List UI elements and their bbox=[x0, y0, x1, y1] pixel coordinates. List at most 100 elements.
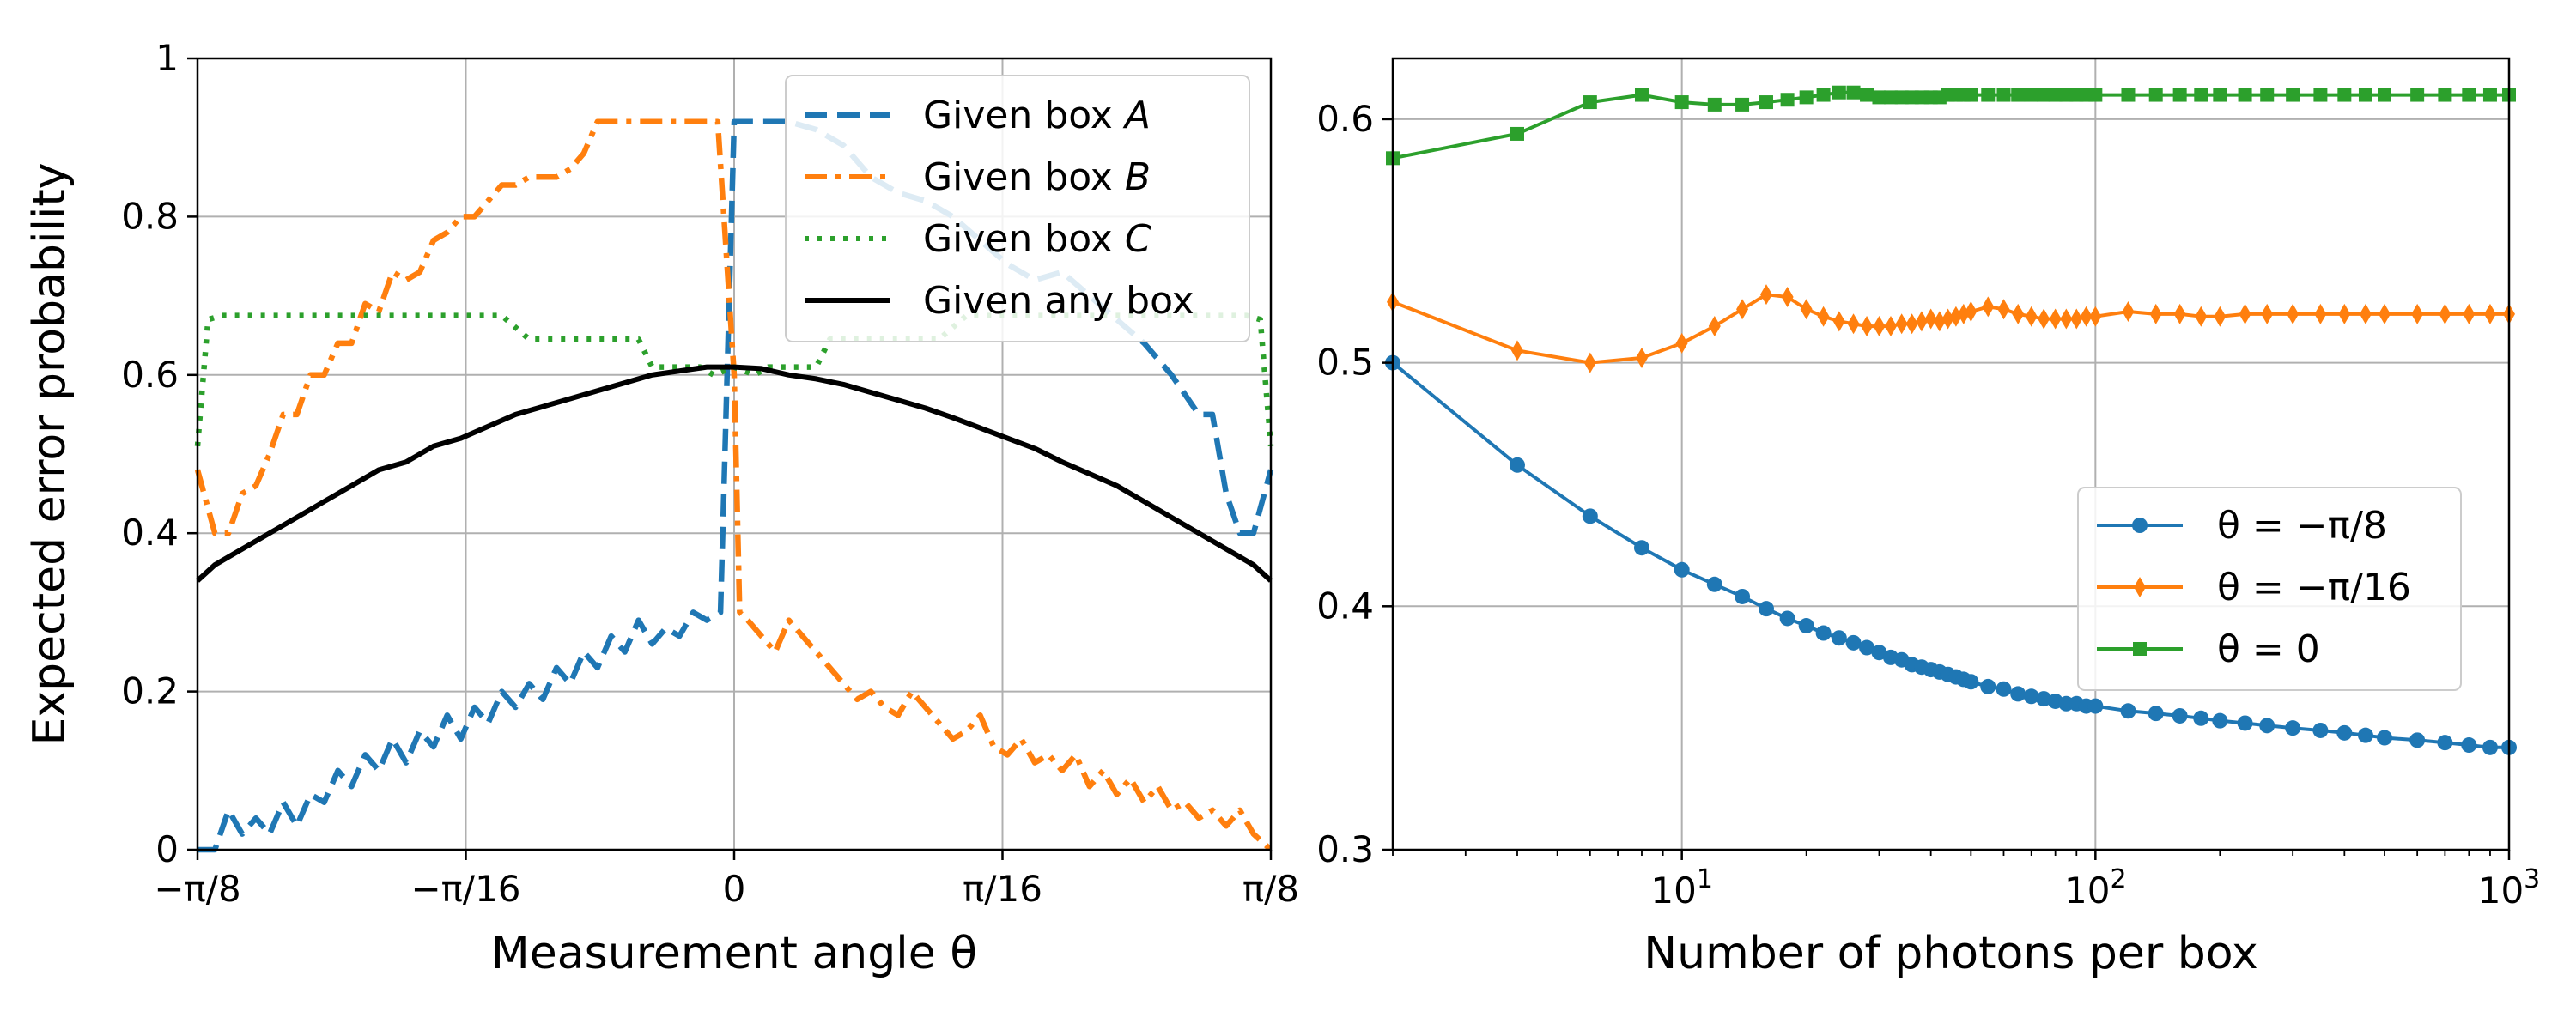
right-series-point-1 bbox=[1817, 306, 1830, 327]
right-series-point-1 bbox=[1583, 352, 1596, 373]
right-series-line-1 bbox=[1392, 293, 2509, 365]
right-series-point-2 bbox=[2438, 88, 2452, 102]
left-x-tick-label: −π/16 bbox=[410, 868, 520, 910]
right-series-point-2 bbox=[2286, 88, 2300, 102]
right-series-point-1 bbox=[2411, 303, 2424, 324]
right-series-point-1 bbox=[1759, 284, 1772, 306]
right-ticks: 101 102 103 0.3 0.4 0.5 0.6 bbox=[1316, 98, 2540, 912]
right-x-tick-label: 102 bbox=[2064, 864, 2127, 912]
right-series-point-0 bbox=[2437, 735, 2453, 751]
right-series-point-1 bbox=[1915, 311, 1928, 332]
right-series-point-1 bbox=[1965, 301, 1978, 323]
left-x-tick-label: π/16 bbox=[963, 868, 1042, 910]
right-series-point-2 bbox=[2410, 88, 2425, 102]
right-series-point-1 bbox=[2214, 306, 2227, 327]
right-series-point-2 bbox=[2482, 88, 2497, 102]
right-series-point-1 bbox=[2089, 306, 2102, 327]
left-legend-label-1: Given box B bbox=[923, 155, 1151, 199]
right-series-1 bbox=[1387, 284, 2515, 373]
right-series-point-0 bbox=[2036, 691, 2052, 707]
right-series-point-0 bbox=[2193, 710, 2209, 726]
right-series-point-2 bbox=[1510, 126, 1524, 141]
right-series-point-2 bbox=[1883, 90, 1898, 105]
left-legend-label-3: Given any box bbox=[923, 279, 1194, 323]
right-series-point-0 bbox=[2409, 732, 2426, 748]
right-series-point-1 bbox=[1895, 313, 1908, 335]
right-series-point-2 bbox=[2337, 88, 2352, 102]
right-series-point-0 bbox=[1633, 540, 1649, 556]
right-legend-label-2: θ = 0 bbox=[2217, 627, 2320, 671]
right-legend-label-1: θ = −π/16 bbox=[2217, 566, 2411, 609]
right-series-line-2 bbox=[1392, 90, 2509, 161]
right-legend: θ = −π/8 θ = −π/16 θ = 0 bbox=[2077, 487, 2462, 691]
right-series-point-1 bbox=[1800, 299, 1813, 320]
left-legend: Given box A Given box B Given box C Given a… bbox=[785, 75, 1250, 342]
right-series-point-0 bbox=[2023, 688, 2039, 705]
right-series-point-2 bbox=[1996, 88, 2011, 102]
right-series-point-1 bbox=[2261, 303, 2274, 324]
right-series-point-1 bbox=[1708, 316, 1721, 337]
left-x-tick-label: 0 bbox=[723, 868, 746, 910]
right-series-point-1 bbox=[2195, 306, 2208, 327]
right-series-point-2 bbox=[2148, 88, 2163, 102]
right-series-2 bbox=[1386, 85, 2516, 166]
right-series-0 bbox=[1385, 354, 2517, 755]
right-series-point-1 bbox=[2122, 301, 2135, 323]
right-series-point-2 bbox=[1872, 90, 1886, 105]
right-series-point-1 bbox=[2173, 303, 2186, 324]
right-series-point-2 bbox=[1583, 95, 1597, 110]
right-series-point-2 bbox=[2313, 88, 2328, 102]
right-legend-marker-0 bbox=[2132, 518, 2148, 533]
right-series-point-0 bbox=[2377, 730, 2393, 746]
right-y-tick-label: 0.6 bbox=[1316, 98, 1374, 140]
left-chart-panel: −π/8 −π/16 0 π/16 π/8 0 0.2 0.4 0.6 0.8 1 Measurem… bbox=[24, 37, 1299, 979]
left-legend-label-0: Given box A bbox=[923, 94, 1151, 137]
right-series-point-2 bbox=[2011, 88, 2026, 102]
right-series-point-0 bbox=[1871, 645, 1887, 661]
right-series-point-1 bbox=[2359, 303, 2372, 324]
right-series-point-0 bbox=[1582, 508, 1598, 524]
right-series-point-0 bbox=[2312, 722, 2329, 738]
right-series-point-1 bbox=[1861, 316, 1874, 337]
right-series-point-1 bbox=[2439, 303, 2451, 324]
right-series-point-1 bbox=[2463, 303, 2476, 324]
right-series-point-1 bbox=[1832, 311, 1845, 332]
right-series-point-0 bbox=[1831, 630, 1847, 646]
right-series-point-0 bbox=[2212, 712, 2228, 729]
right-series-point-0 bbox=[2357, 727, 2373, 743]
right-series-point-1 bbox=[2379, 303, 2391, 324]
right-series-point-0 bbox=[2148, 706, 2164, 722]
right-series-point-0 bbox=[2482, 739, 2498, 755]
right-series-point-0 bbox=[1845, 634, 1862, 651]
right-series-point-2 bbox=[2462, 88, 2476, 102]
left-series-line-3 bbox=[195, 364, 1273, 583]
right-legend-label-0: θ = −π/8 bbox=[2217, 504, 2387, 548]
right-series-point-0 bbox=[1779, 610, 1795, 627]
right-series-point-0 bbox=[1758, 601, 1774, 617]
right-series-point-2 bbox=[2048, 88, 2063, 102]
right-series-point-2 bbox=[1735, 97, 1750, 112]
right-series-point-2 bbox=[2260, 88, 2275, 102]
right-legend-box bbox=[2077, 487, 2462, 691]
right-series-point-2 bbox=[2213, 88, 2227, 102]
right-series-point-2 bbox=[1981, 88, 1996, 102]
left-y-tick-label: 1 bbox=[155, 37, 179, 79]
left-legend-label-2: Given box C bbox=[923, 217, 1151, 261]
right-series-point-1 bbox=[1949, 306, 1962, 327]
left-legend-box bbox=[785, 75, 1250, 342]
right-series-point-1 bbox=[2038, 308, 2050, 330]
right-series-point-1 bbox=[2025, 306, 2038, 327]
right-series-point-2 bbox=[2024, 88, 2038, 102]
right-series-point-1 bbox=[1941, 308, 1954, 330]
right-legend-marker-1 bbox=[2134, 577, 2146, 597]
right-series-group bbox=[1385, 85, 2517, 755]
right-series-point-1 bbox=[2149, 303, 2162, 324]
right-series-point-0 bbox=[2172, 707, 2188, 724]
left-x-tick-label: π/8 bbox=[1242, 868, 1299, 910]
right-series-point-1 bbox=[1873, 316, 1886, 337]
right-series-point-1 bbox=[2338, 303, 2351, 324]
left-ticks: −π/8 −π/16 0 π/16 π/8 0 0.2 0.4 0.6 0.8 1 bbox=[121, 37, 1299, 910]
right-series-point-1 bbox=[1982, 296, 1995, 318]
right-series-point-2 bbox=[2121, 88, 2136, 102]
